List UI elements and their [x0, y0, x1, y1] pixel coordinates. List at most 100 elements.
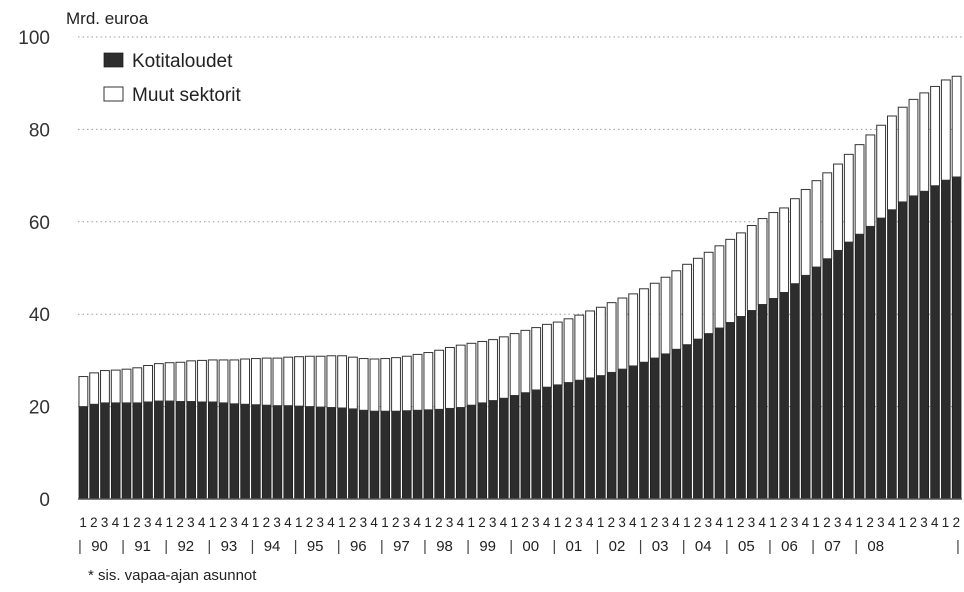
bar-muut-sektorit — [445, 346, 455, 409]
bar-kotitaloudet — [822, 258, 833, 500]
bar-muut-sektorit — [552, 321, 563, 386]
bar-kotitaloudet — [833, 250, 843, 500]
quarter-label: 4 — [672, 515, 680, 530]
bar-kotitaloudet — [509, 395, 520, 500]
year-label: 00 — [522, 538, 539, 555]
quarter-label: 2 — [694, 515, 702, 530]
bar-muut-sektorit — [940, 79, 951, 181]
bar-muut-sektorit — [498, 336, 509, 399]
y-tick-label: 60 — [29, 213, 50, 234]
bar-muut-sektorit — [240, 358, 251, 405]
bar-muut-sektorit — [930, 85, 940, 187]
bar-muut-sektorit — [294, 356, 304, 407]
bar-kotitaloudet — [747, 310, 757, 500]
quarter-label: 4 — [888, 515, 896, 530]
bar-kotitaloudet — [941, 179, 951, 500]
quarter-label: 4 — [543, 515, 551, 530]
bar-kotitaloudet — [876, 217, 886, 500]
bar-kotitaloudet — [445, 408, 455, 500]
quarter-label: 3 — [187, 515, 195, 530]
quarter-label: 3 — [705, 515, 713, 530]
bar-kotitaloudet — [294, 405, 304, 500]
bar-muut-sektorit — [380, 358, 391, 412]
quarter-label: 1 — [597, 515, 605, 530]
quarter-label: 2 — [133, 515, 141, 530]
bar-muut-sektorit — [660, 276, 671, 355]
bar-muut-sektorit — [833, 163, 843, 251]
year-label: 07 — [824, 538, 841, 555]
quarter-label: 2 — [651, 515, 659, 530]
bars — [78, 75, 962, 500]
quarter-label: 1 — [640, 515, 648, 530]
quarter-label: 3 — [920, 515, 928, 530]
bar-muut-sektorit — [843, 153, 854, 243]
bar-muut-sektorit — [304, 355, 315, 408]
bar-muut-sektorit — [628, 293, 639, 367]
bar-kotitaloudet — [520, 392, 531, 500]
bar-kotitaloudet — [326, 407, 337, 500]
gridlines — [78, 36, 962, 408]
quarter-label: 4 — [802, 515, 810, 530]
bar-kotitaloudet — [649, 357, 660, 500]
quarter-label: 1 — [338, 515, 346, 530]
quarter-label: 1 — [295, 515, 303, 530]
bar-muut-sektorit — [606, 302, 617, 373]
bar-muut-sektorit — [811, 180, 822, 268]
quarter-label: 2 — [909, 515, 917, 530]
quarter-label: 2 — [823, 515, 831, 530]
bar-kotitaloudet — [423, 409, 434, 500]
quarter-label: 1 — [209, 515, 217, 530]
bar-kotitaloudet — [369, 410, 380, 500]
bar-kotitaloudet — [682, 344, 692, 500]
quarter-label: 4 — [414, 515, 422, 530]
bar-muut-sektorit — [175, 361, 186, 403]
bar-muut-sektorit — [423, 352, 434, 411]
bar-muut-sektorit — [477, 340, 488, 404]
bar-kotitaloudet — [121, 402, 132, 500]
bar-kotitaloudet — [488, 400, 498, 500]
year-label: 91 — [134, 538, 151, 555]
bar-kotitaloudet — [305, 406, 315, 500]
year-label: 02 — [609, 538, 626, 555]
bar-kotitaloudet — [596, 375, 606, 500]
year-separator: | — [596, 538, 600, 555]
quarter-label: 1 — [683, 515, 691, 530]
year-separator: | — [956, 538, 960, 555]
quarter-label: 2 — [306, 515, 314, 530]
year-separator: | — [509, 538, 513, 555]
bar-muut-sektorit — [250, 358, 261, 406]
bar-kotitaloudet — [844, 241, 854, 500]
quarter-label: 4 — [241, 515, 249, 530]
bar-kotitaloudet — [693, 338, 703, 500]
bar-kotitaloudet — [800, 275, 811, 500]
bar-kotitaloudet — [402, 410, 412, 500]
bar-muut-sektorit — [509, 333, 520, 397]
bar-muut-sektorit — [649, 282, 660, 359]
year-label: 93 — [221, 538, 238, 555]
quarter-label: 3 — [144, 515, 152, 530]
quarter-label: 1 — [769, 515, 777, 530]
bar-muut-sektorit — [617, 297, 628, 370]
bar-muut-sektorit — [358, 358, 369, 411]
year-label: 94 — [264, 538, 281, 555]
quarter-label: 3 — [791, 515, 799, 530]
bar-muut-sektorit — [887, 115, 897, 211]
quarter-label: 4 — [457, 515, 465, 530]
bar-muut-sektorit — [822, 172, 833, 260]
year-separator: | — [854, 538, 858, 555]
bar-kotitaloudet — [951, 176, 962, 500]
footnote: * sis. vapaa-ajan asunnot — [88, 567, 257, 584]
bar-kotitaloudet — [552, 384, 563, 500]
bar-kotitaloudet — [391, 410, 401, 500]
bar-muut-sektorit — [585, 310, 595, 379]
bar-muut-sektorit — [164, 362, 175, 402]
bar-kotitaloudet — [660, 353, 671, 500]
bar-kotitaloudet — [477, 402, 488, 500]
bar-kotitaloudet — [100, 402, 110, 500]
quarter-label: 1 — [122, 515, 130, 530]
year-separator: | — [682, 538, 686, 555]
bar-kotitaloudet — [197, 401, 207, 500]
bar-muut-sektorit — [229, 359, 240, 405]
